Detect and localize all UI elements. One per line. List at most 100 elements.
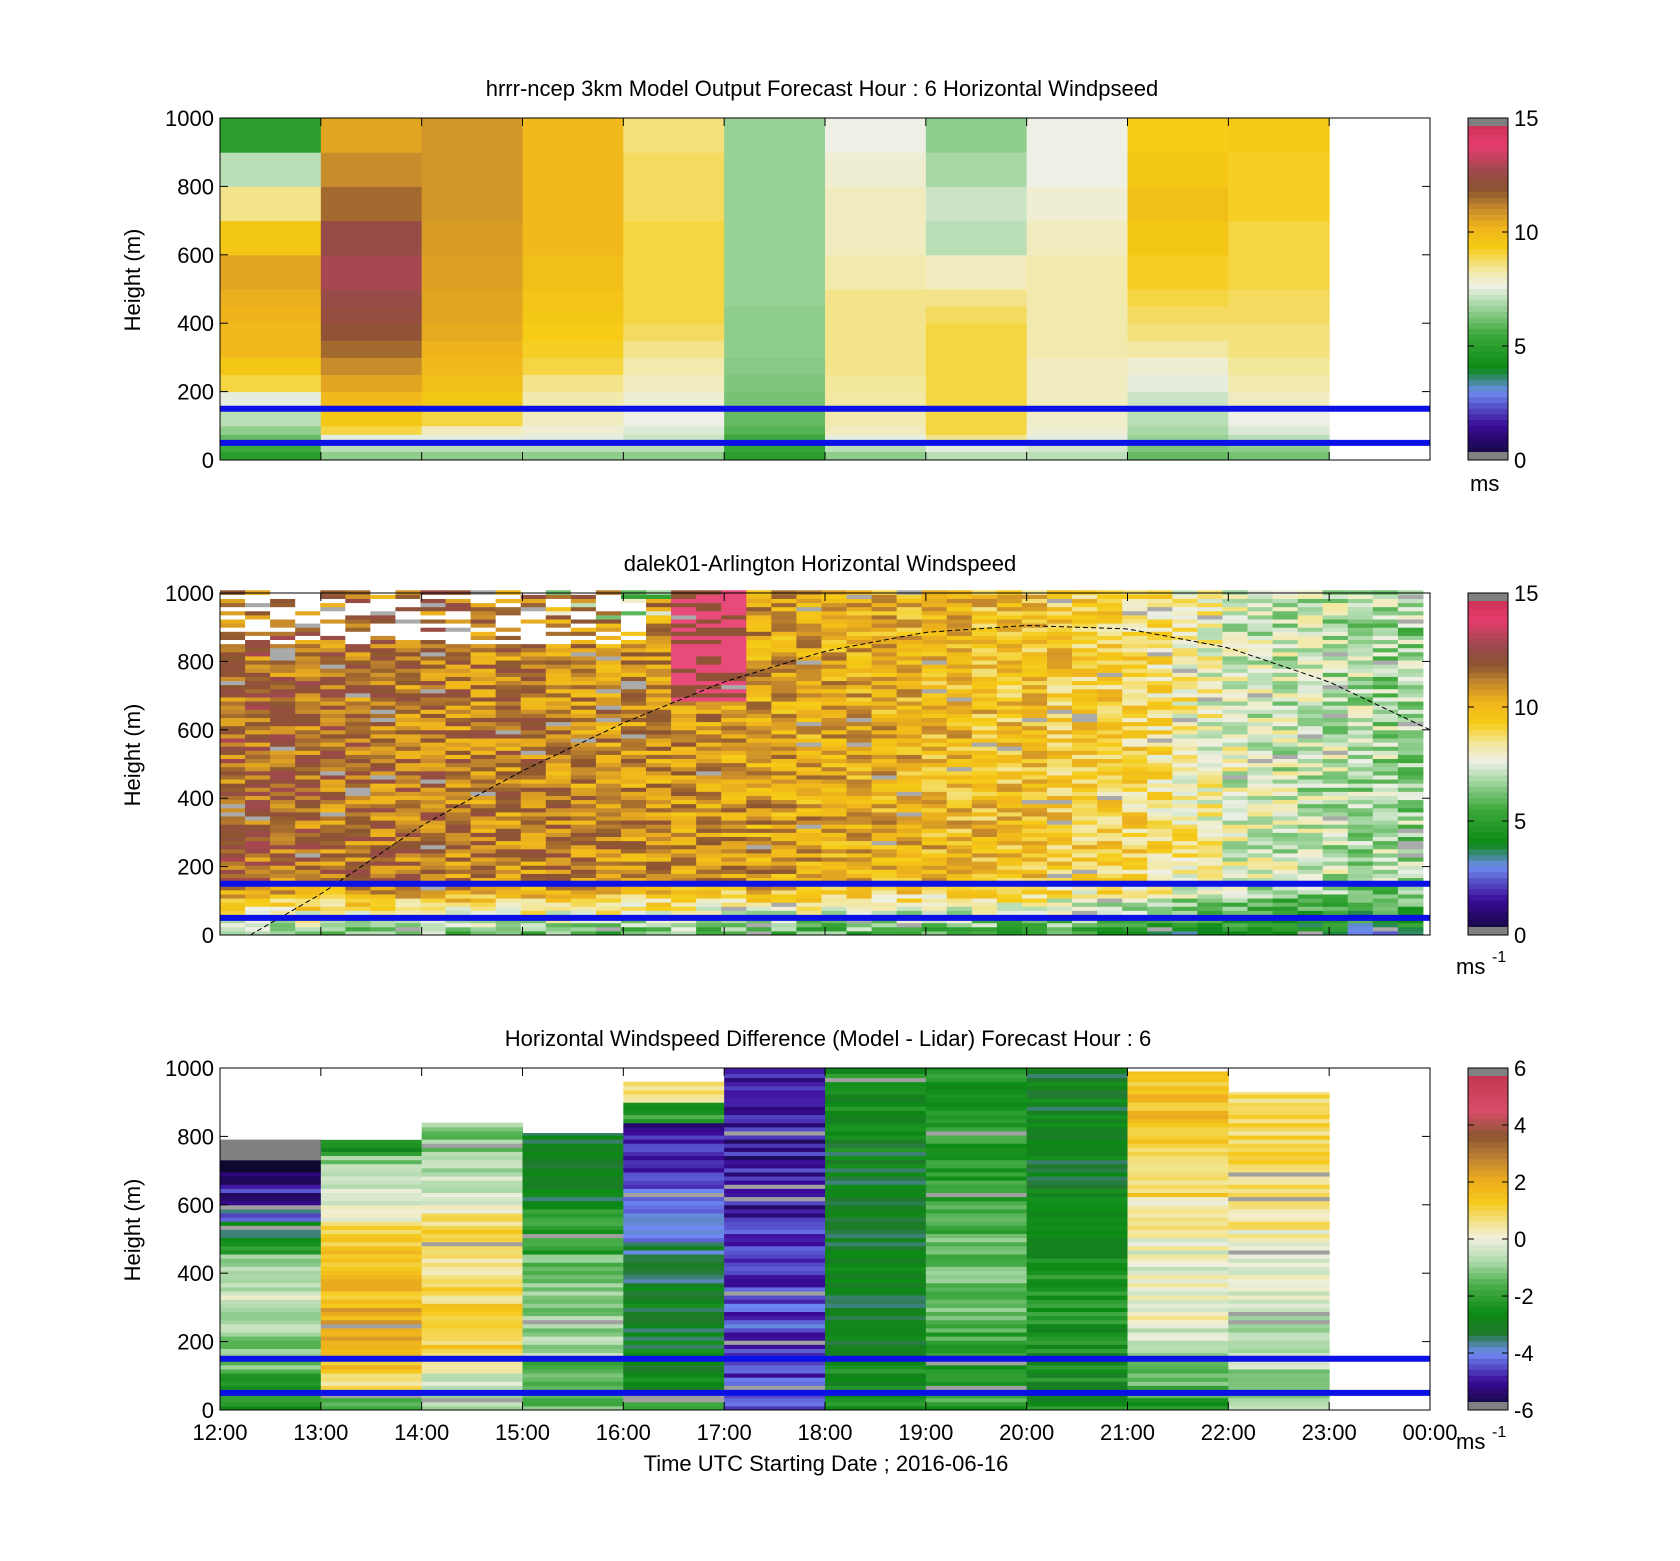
heatmap-cell (570, 680, 597, 686)
heatmap-cell (370, 688, 396, 694)
heatmap-cell (270, 906, 296, 911)
heatmap-cell (220, 926, 246, 932)
heatmap-cell (871, 733, 898, 739)
heatmap-cell (971, 807, 998, 813)
heatmap-cell (470, 783, 497, 788)
heatmap-cell (395, 594, 421, 599)
heatmap-cell (1222, 758, 1249, 764)
heatmap-cell (921, 742, 948, 747)
heatmap-cell (796, 811, 822, 817)
heatmap-cell (671, 828, 697, 833)
heatmap-cell (1372, 906, 1399, 911)
heatmap-cell (696, 926, 722, 932)
heatmap-cell (1097, 680, 1123, 686)
heatmap-cell (1372, 885, 1399, 891)
heatmap-cell (1272, 606, 1299, 612)
heatmap-cell (1397, 618, 1424, 624)
heatmap-cell (245, 725, 271, 731)
heatmap-cell (1347, 623, 1374, 628)
heatmap-cell (896, 692, 923, 698)
heatmap-cell (896, 729, 923, 735)
heatmap-cell (696, 627, 722, 632)
heatmap-cell (1272, 676, 1299, 682)
heatmap-cell (395, 906, 421, 911)
heatmap-cell (946, 893, 973, 899)
heatmap-cell (270, 910, 296, 915)
heatmap-cell (245, 840, 271, 846)
heatmap-cell (1372, 705, 1399, 710)
heatmap-cell (671, 766, 697, 772)
heatmap-cell (996, 668, 1023, 673)
heatmap-cell (1297, 893, 1324, 899)
heatmap-cell (871, 692, 898, 698)
colorbar-segment (1468, 775, 1508, 782)
heatmap-cell (796, 795, 822, 801)
heatmap-cell (1072, 807, 1098, 813)
heatmap-cell (696, 799, 722, 805)
heatmap-cell (220, 873, 246, 879)
heatmap-cell (595, 840, 622, 846)
heatmap-cell (1372, 688, 1399, 694)
heatmap-cell (345, 614, 371, 620)
heatmap-cell (671, 721, 697, 727)
heatmap-cell (671, 799, 697, 805)
heatmap-cell (896, 832, 923, 838)
y-tick-label: 0 (202, 923, 214, 948)
colorbar-segment (1468, 650, 1508, 657)
heatmap-cell (796, 832, 822, 838)
heatmap-cell (1372, 795, 1399, 801)
heatmap-cell (871, 873, 898, 879)
heatmap-cell (220, 906, 246, 911)
heatmap-cell (1372, 824, 1399, 829)
heatmap-cell (570, 750, 597, 755)
heatmap-cell (1222, 688, 1249, 694)
heatmap-cell (746, 705, 772, 710)
heatmap-cell (921, 651, 948, 657)
heatmap-cell (771, 811, 797, 817)
heatmap-cell (495, 709, 522, 714)
heatmap-cell (395, 770, 421, 776)
heatmap-cell (495, 926, 522, 932)
heatmap-cell (1021, 865, 1048, 870)
heatmap-cell (495, 606, 522, 612)
heatmap-cell (295, 705, 321, 710)
heatmap-cell (220, 1213, 322, 1218)
heatmap-cell (1372, 635, 1399, 641)
heatmap-cell (771, 828, 797, 833)
heatmap-cell (623, 1385, 725, 1390)
heatmap-cell (1322, 852, 1349, 858)
heatmap-cell (1247, 738, 1274, 743)
heatmap-cell (1397, 627, 1424, 632)
heatmap-cell (1397, 783, 1424, 788)
heatmap-cell (1172, 696, 1198, 702)
heatmap-cell (724, 391, 826, 410)
heatmap-cell (821, 631, 848, 636)
heatmap-cell (1047, 795, 1073, 801)
heatmap-cell (996, 635, 1023, 641)
heatmap-cell (1047, 848, 1073, 854)
heatmap-cell (495, 713, 522, 718)
heatmap-cell (395, 701, 421, 706)
heatmap-cell (721, 738, 747, 743)
heatmap-cell (470, 852, 497, 858)
heatmap-cell (370, 795, 396, 801)
heatmap-cell (420, 893, 447, 899)
heatmap-cell (395, 898, 421, 903)
colorbar-segment (1468, 895, 1508, 902)
heatmap-cell (1122, 902, 1148, 907)
heatmap-cell (846, 865, 873, 870)
heatmap-cell (646, 824, 672, 829)
colorbar-segment (1468, 414, 1508, 421)
heatmap-cell (821, 676, 848, 682)
heatmap-cell (825, 1360, 927, 1366)
heatmap-cell (421, 1254, 523, 1259)
heatmap-cell (946, 787, 973, 792)
heatmap-cell (671, 729, 697, 735)
heatmap-cell (1021, 857, 1048, 862)
heatmap-cell (1397, 824, 1424, 829)
heatmap-cell (1222, 799, 1249, 805)
heatmap-cell (220, 306, 322, 324)
heatmap-cell (445, 840, 472, 846)
heatmap-cell (724, 1068, 826, 1070)
heatmap-cell (522, 1208, 624, 1214)
